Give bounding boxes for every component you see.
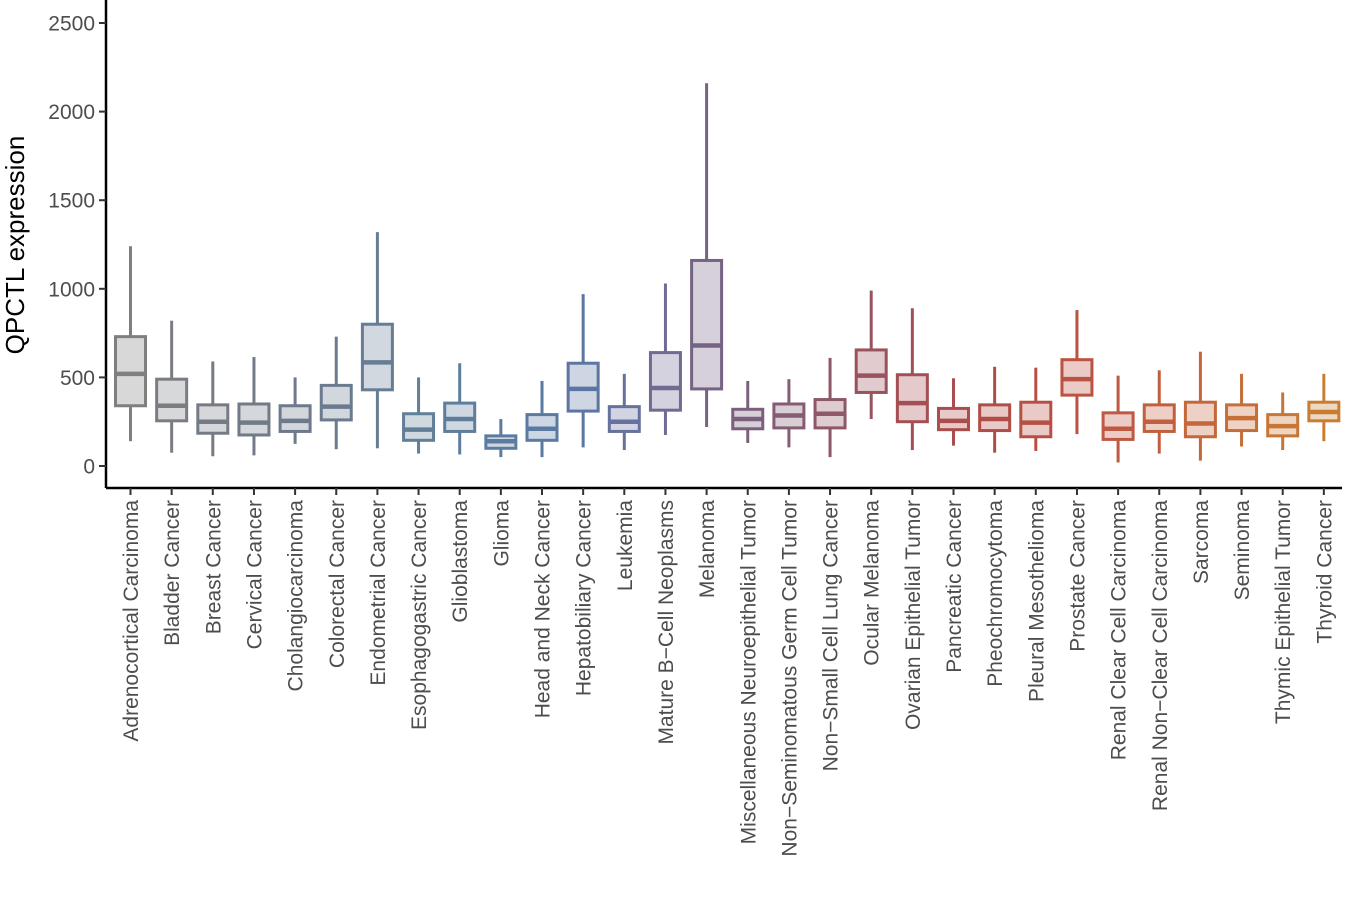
x-tick-label: Cholangiocarcinoma (285, 500, 308, 692)
box-iqr (237, 402, 271, 437)
box-12 (607, 373, 641, 451)
box-iqr (114, 335, 147, 408)
x-tick-label: Glioblastoma (449, 500, 472, 623)
box-1 (155, 320, 189, 453)
x-tick-label: Pancreatic Cancer (943, 500, 966, 673)
box-28 (1266, 392, 1300, 451)
box-iqr (1019, 400, 1053, 439)
x-tick-label: Renal Clear Cell Carcinoma (1108, 500, 1131, 761)
box-6 (360, 232, 394, 449)
box-27 (1225, 373, 1259, 447)
x-tick-label: Non−Small Cell Lung Cancer (820, 500, 843, 771)
x-tick-label: Pleural Mesothelioma (1025, 500, 1048, 702)
box-iqr (319, 383, 353, 422)
box-iqr (607, 405, 641, 433)
box-29 (1307, 373, 1341, 442)
box-24 (1101, 375, 1135, 463)
x-tick-label: Mature B−Cell Neoplasms (655, 500, 678, 745)
x-tick-label: Hepatobiliary Cancer (573, 500, 596, 696)
box-2 (196, 361, 230, 457)
x-tick-label: Ovarian Epithelial Tumor (902, 500, 925, 730)
x-tick-label: Miscellaneous Neuroepithelial Tumor (737, 500, 760, 844)
y-tick-label: 2000 (48, 101, 95, 124)
box-11 (566, 294, 600, 448)
x-axis: Adrenocortical Carcinoma Bladder Cancer Br… (106, 486, 1342, 857)
box-17 (813, 357, 847, 458)
box-0 (114, 246, 147, 442)
x-tick-label: Cervical Cancer (243, 500, 266, 649)
box-15 (731, 380, 765, 443)
x-tick-label: Colorectal Cancer (326, 500, 349, 668)
x-tick-label: Glioma (490, 500, 513, 567)
box-10 (525, 380, 559, 458)
y-tick-label: 500 (60, 367, 95, 390)
x-tick-label: Renal Non−Clear Cell Carcinoma (1149, 500, 1172, 811)
x-tick-label: Endometrial Cancer (367, 500, 390, 686)
x-tick-label: Adrenocortical Carcinoma (120, 500, 143, 742)
x-tick-label: Non−Seminomatous Germ Cell Tumor (778, 500, 801, 857)
box-14 (690, 83, 724, 428)
x-tick-label: Melanoma (696, 500, 719, 598)
x-tick-label: Thymic Epithelial Tumor (1272, 500, 1295, 724)
x-tick-label: Breast Cancer (202, 500, 225, 634)
box-iqr (1101, 411, 1135, 441)
box-20 (937, 378, 970, 446)
box-8 (443, 363, 477, 455)
box-4 (278, 377, 312, 444)
x-tick-label: Thyroid Cancer (1313, 500, 1336, 644)
box-5 (319, 336, 353, 450)
box-iqr (1142, 403, 1176, 433)
box-iqr (360, 322, 394, 392)
y-tick-label: 0 (83, 456, 95, 479)
box-9 (484, 419, 518, 458)
box-25 (1142, 370, 1176, 454)
box-23 (1060, 310, 1094, 435)
box-7 (402, 377, 436, 454)
box-iqr (854, 348, 888, 394)
box-18 (854, 290, 888, 420)
box-iqr (1183, 400, 1217, 439)
box-iqr (402, 412, 436, 442)
x-tick-label: Head and Neck Cancer (532, 500, 555, 718)
box-3 (237, 357, 271, 456)
box-26 (1183, 351, 1217, 461)
x-tick-label: Seminoma (1231, 500, 1254, 601)
x-tick-label: Ocular Melanoma (861, 500, 884, 666)
box-iqr (155, 377, 189, 423)
box-iqr (690, 258, 724, 391)
x-tick-label: Leukemia (614, 500, 637, 591)
box-13 (648, 283, 682, 435)
y-tick-label: 1500 (48, 190, 95, 213)
box-iqr (648, 351, 682, 412)
y-axis-title: QPCTL expression (0, 136, 30, 355)
x-tick-label: Sarcoma (1190, 500, 1213, 584)
y-axis: 0 500 1000 1500 2000 2500 (48, 0, 108, 488)
box-iqr (196, 403, 230, 435)
plot-marks (114, 83, 1341, 463)
x-tick-label: Esophagogastric Cancer (408, 500, 431, 730)
box-iqr (895, 373, 929, 424)
y-tick-label: 2500 (48, 13, 95, 36)
x-tick-label: Bladder Cancer (161, 500, 184, 646)
box-19 (895, 308, 929, 451)
x-tick-label: Pheochromocytoma (984, 500, 1007, 687)
x-tick-label: Prostate Cancer (1066, 500, 1089, 652)
box-22 (1019, 367, 1053, 451)
box-16 (772, 379, 806, 448)
box-21 (978, 366, 1012, 453)
y-tick-label: 1000 (48, 278, 95, 301)
